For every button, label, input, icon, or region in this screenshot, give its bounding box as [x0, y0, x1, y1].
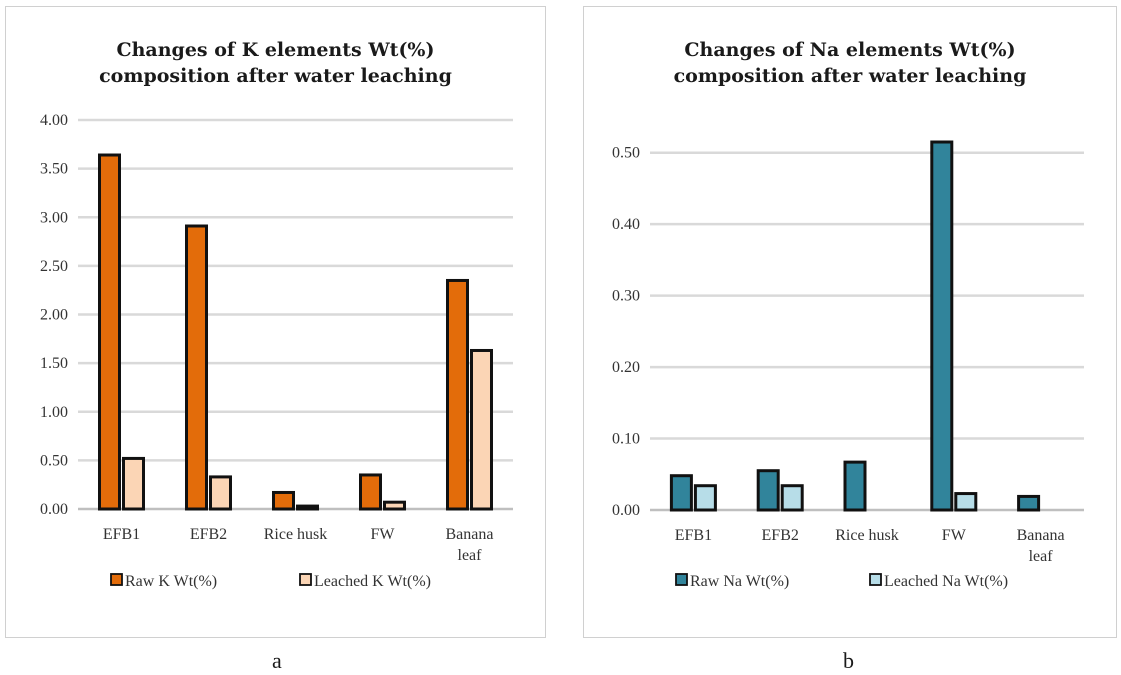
- k-legend-label-0: Raw K Wt(%): [125, 573, 217, 590]
- k-x-tick-label: EFB2: [190, 526, 227, 543]
- k-legend-swatch-0: [110, 573, 123, 586]
- k-x-tick-label: FW: [371, 526, 396, 543]
- k-bar-raw: [446, 278, 469, 511]
- na-y-tick-label: 0.50: [612, 145, 640, 162]
- na-x-tick-label: Banana leaf: [1017, 527, 1065, 565]
- k-bar-raw: [359, 473, 382, 511]
- na-bar-leached: [693, 484, 717, 512]
- na-y-tick-label: 0.10: [612, 431, 640, 448]
- k-bar-raw: [272, 490, 295, 511]
- chart-title-na-line-2: composition after water leaching: [673, 65, 1027, 87]
- k-y-tick-label: 1.50: [40, 355, 68, 372]
- na-legend-label-0: Raw Na Wt(%): [690, 573, 789, 590]
- k-bar-raw: [185, 224, 208, 511]
- na-x-tick-label: EFB1: [675, 527, 712, 544]
- na-bar-raw: [756, 469, 780, 512]
- na-y-tick-label: 0.20: [612, 359, 640, 376]
- k-bar-leached: [470, 348, 493, 511]
- k-y-tick-label: 0.00: [40, 501, 68, 518]
- k-x-tick-label: Rice husk: [264, 526, 328, 543]
- chart-panel-na: Changes of Na elements Wt(%) composition…: [583, 6, 1117, 638]
- na-x-tick-label: FW: [942, 527, 967, 544]
- na-y-tick-label: 0.40: [612, 216, 640, 233]
- k-y-tick-label: 3.50: [40, 161, 68, 178]
- na-legend-swatch-0: [675, 573, 688, 586]
- k-x-tick-label: EFB1: [103, 526, 140, 543]
- chart-title-na-line-1: Changes of Na elements Wt(%): [684, 39, 1016, 61]
- na-bar-leached: [780, 484, 804, 512]
- k-y-tick-label: 1.00: [40, 404, 68, 421]
- chart-panel-k: Changes of K elements Wt(%) composition …: [5, 6, 546, 638]
- k-legend-label-1: Leached K Wt(%): [314, 573, 431, 590]
- k-bar-raw: [98, 153, 121, 511]
- na-x-tick-label: Rice husk: [835, 527, 899, 544]
- k-y-tick-label: 2.00: [40, 307, 68, 324]
- na-bar-raw: [843, 460, 867, 512]
- chart-title-k-line-2: composition after water leaching: [99, 65, 452, 87]
- panel-label-b: b: [843, 648, 854, 673]
- panel-label-a: a: [272, 648, 282, 673]
- k-y-tick-label: 4.00: [40, 112, 68, 129]
- chart-title-k-line-1: Changes of K elements Wt(%): [116, 39, 435, 61]
- chart-title-k: Changes of K elements Wt(%) composition …: [6, 37, 545, 89]
- k-legend-swatch-1: [299, 573, 312, 586]
- k-y-tick-label: 2.50: [40, 258, 68, 275]
- na-bar-raw: [1017, 494, 1041, 512]
- k-bar-leached: [383, 500, 406, 511]
- na-legend-label-1: Leached Na Wt(%): [884, 573, 1008, 590]
- na-bar-raw: [930, 140, 954, 512]
- k-x-tick-label: Banana leaf: [446, 526, 494, 564]
- na-x-tick-label: EFB2: [762, 527, 799, 544]
- k-bar-leached: [296, 504, 319, 511]
- k-bar-leached: [209, 475, 232, 511]
- k-y-tick-label: 3.00: [40, 209, 68, 226]
- k-y-tick-label: 0.50: [40, 452, 68, 469]
- na-bar-raw: [669, 474, 693, 512]
- chart-title-na: Changes of Na elements Wt(%) composition…: [584, 37, 1116, 89]
- na-bar-leached: [954, 492, 978, 512]
- chart-k-svg: 0.00 0.50 1.00 1.50 2.00 2.50 3.00 3.50 4.00 EFB1…: [40, 112, 513, 590]
- na-y-tick-label: 0.00: [612, 502, 640, 519]
- chart-na-svg: 0.00 0.10 0.20 0.30 0.40 0.50 EFB1 EFB2 Rice hus…: [612, 140, 1084, 590]
- k-bar-leached: [122, 456, 145, 511]
- na-legend-swatch-1: [869, 573, 882, 586]
- na-y-tick-label: 0.30: [612, 288, 640, 305]
